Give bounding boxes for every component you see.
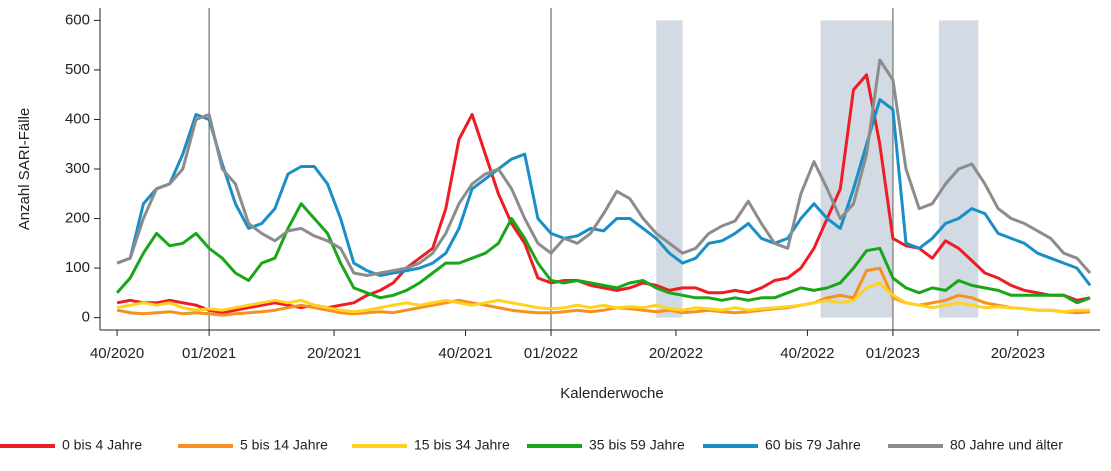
series-line: [116, 281, 1091, 314]
series-line: [116, 98, 1092, 287]
series-line: [115, 202, 1091, 305]
y-tick-label: 100: [65, 259, 90, 276]
y-tick-label: 500: [65, 61, 90, 78]
legend-label: 60 bis 79 Jahre: [765, 437, 861, 453]
y-axis-label: Anzahl SARI-Fälle: [16, 108, 33, 231]
x-tick-label: 40/2022: [780, 345, 834, 362]
x-tick-label: 01/2021: [182, 345, 236, 362]
x-tick-label: 20/2022: [649, 345, 703, 362]
shaded-period: [656, 20, 683, 318]
legend-label: 5 bis 14 Jahre: [240, 437, 328, 453]
y-tick-label: 200: [65, 210, 90, 227]
legend-label: 80 Jahre und älter: [950, 437, 1063, 453]
x-tick-label: 01/2022: [524, 345, 578, 362]
x-tick-label: 01/2023: [866, 345, 920, 362]
y-tick-label: 400: [65, 110, 90, 127]
legend-label: 15 bis 34 Jahre: [414, 437, 510, 453]
y-tick-label: 600: [65, 11, 90, 28]
legend-label: 35 bis 59 Jahre: [589, 437, 685, 453]
series-line: [116, 73, 1091, 315]
x-tick-label: 40/2021: [438, 345, 492, 362]
x-tick-label: 40/2020: [90, 345, 144, 362]
series-line: [116, 58, 1092, 277]
x-tick-label: 20/2023: [991, 345, 1045, 362]
y-tick-label: 0: [82, 309, 90, 326]
series-line: [116, 266, 1091, 317]
legend-label: 0 bis 4 Jahre: [62, 437, 142, 453]
x-axis-label: Kalenderwoche: [560, 385, 663, 402]
x-tick-label: 20/2021: [307, 345, 361, 362]
y-tick-label: 300: [65, 160, 90, 177]
